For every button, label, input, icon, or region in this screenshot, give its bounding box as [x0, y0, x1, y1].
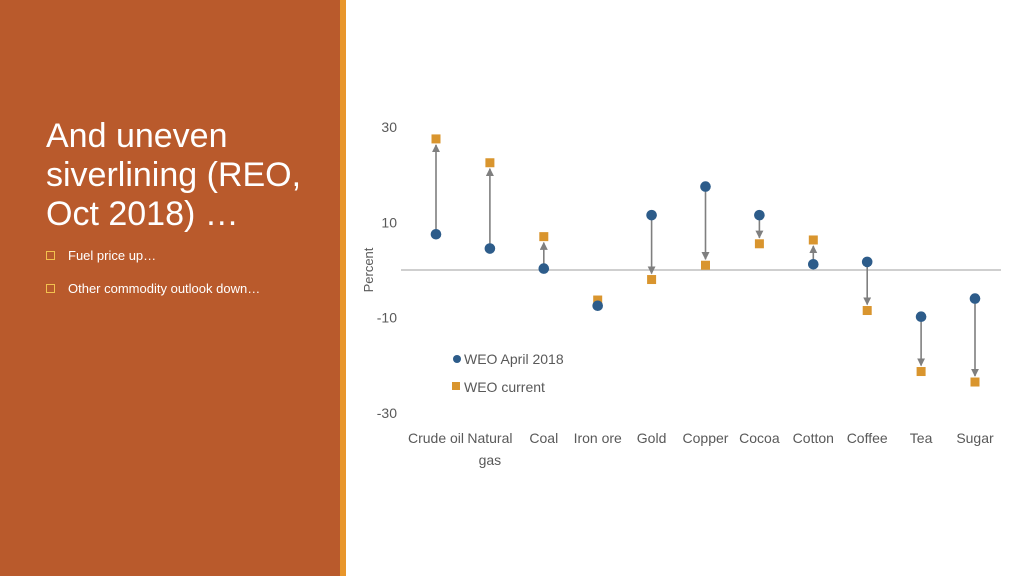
weo-april-point — [592, 300, 603, 312]
x-tick-label: Crude oil — [408, 430, 464, 446]
y-axis-label: Percent — [361, 247, 376, 292]
weo-current-point — [916, 367, 926, 377]
weo-april-point — [484, 243, 496, 254]
legend-april-marker — [453, 355, 461, 363]
x-tick-label: Sugar — [956, 430, 994, 446]
weo-april-point — [754, 209, 765, 221]
x-tick-label: Gold — [637, 430, 667, 446]
bullet-text: Fuel price up… — [68, 248, 157, 263]
commodity-forecast-chart: 30 10 -10 -30 Percent Crude oil Natural gas Coa… — [361, 119, 1001, 468]
weo-april-point — [646, 209, 657, 221]
weo-current-point — [862, 306, 872, 316]
weo-april-point — [700, 181, 711, 192]
x-tick-label: Cotton — [793, 430, 834, 446]
x-tick-label: Tea — [910, 430, 933, 446]
y-tick-label: 10 — [381, 214, 397, 230]
weo-current-point — [431, 134, 441, 144]
x-tick-label: Cocoa — [739, 430, 780, 446]
weo-current-point — [754, 239, 764, 249]
x-tick-label: Copper — [683, 430, 729, 446]
bullet-item: Fuel price up… — [46, 248, 260, 263]
weo-april-point — [915, 311, 927, 323]
weo-current-point — [808, 235, 818, 245]
accent-bar — [340, 0, 346, 576]
weo-current-point — [593, 295, 603, 305]
weo-current-point — [485, 158, 495, 168]
weo-current-point — [970, 377, 980, 387]
y-tick-label: 30 — [381, 119, 397, 135]
x-tick-label: Coffee — [847, 430, 888, 446]
weo-current-point — [647, 275, 657, 285]
weo-april-point — [538, 263, 550, 274]
weo-april-point — [430, 228, 442, 240]
weo-april-point — [969, 293, 981, 304]
square-bullet-icon — [46, 251, 55, 260]
x-tick-label: gas — [479, 452, 502, 468]
weo-current-point — [701, 260, 710, 270]
y-tick-label: -10 — [377, 310, 397, 326]
bullet-item: Other commodity outlook down… — [46, 281, 260, 296]
bullet-text: Other commodity outlook down… — [68, 281, 261, 296]
legend-current-marker — [452, 382, 460, 390]
legend-current-label: WEO current — [464, 379, 545, 395]
weo-april-point — [861, 256, 873, 268]
bullet-list: Fuel price up… Other commodity outlook d… — [46, 248, 260, 314]
square-bullet-icon — [46, 284, 55, 293]
slide-title: And uneven siverlining (REO, Oct 2018) … — [46, 117, 302, 233]
weo-april-point — [808, 258, 819, 270]
weo-current-point — [539, 232, 549, 242]
x-tick-label: Natural — [467, 430, 512, 446]
left-panel — [0, 0, 340, 576]
x-tick-label: Coal — [529, 430, 558, 446]
x-tick-label: Iron ore — [574, 430, 622, 446]
y-tick-label: -30 — [377, 405, 397, 421]
legend-april-label: WEO April 2018 — [464, 351, 564, 367]
